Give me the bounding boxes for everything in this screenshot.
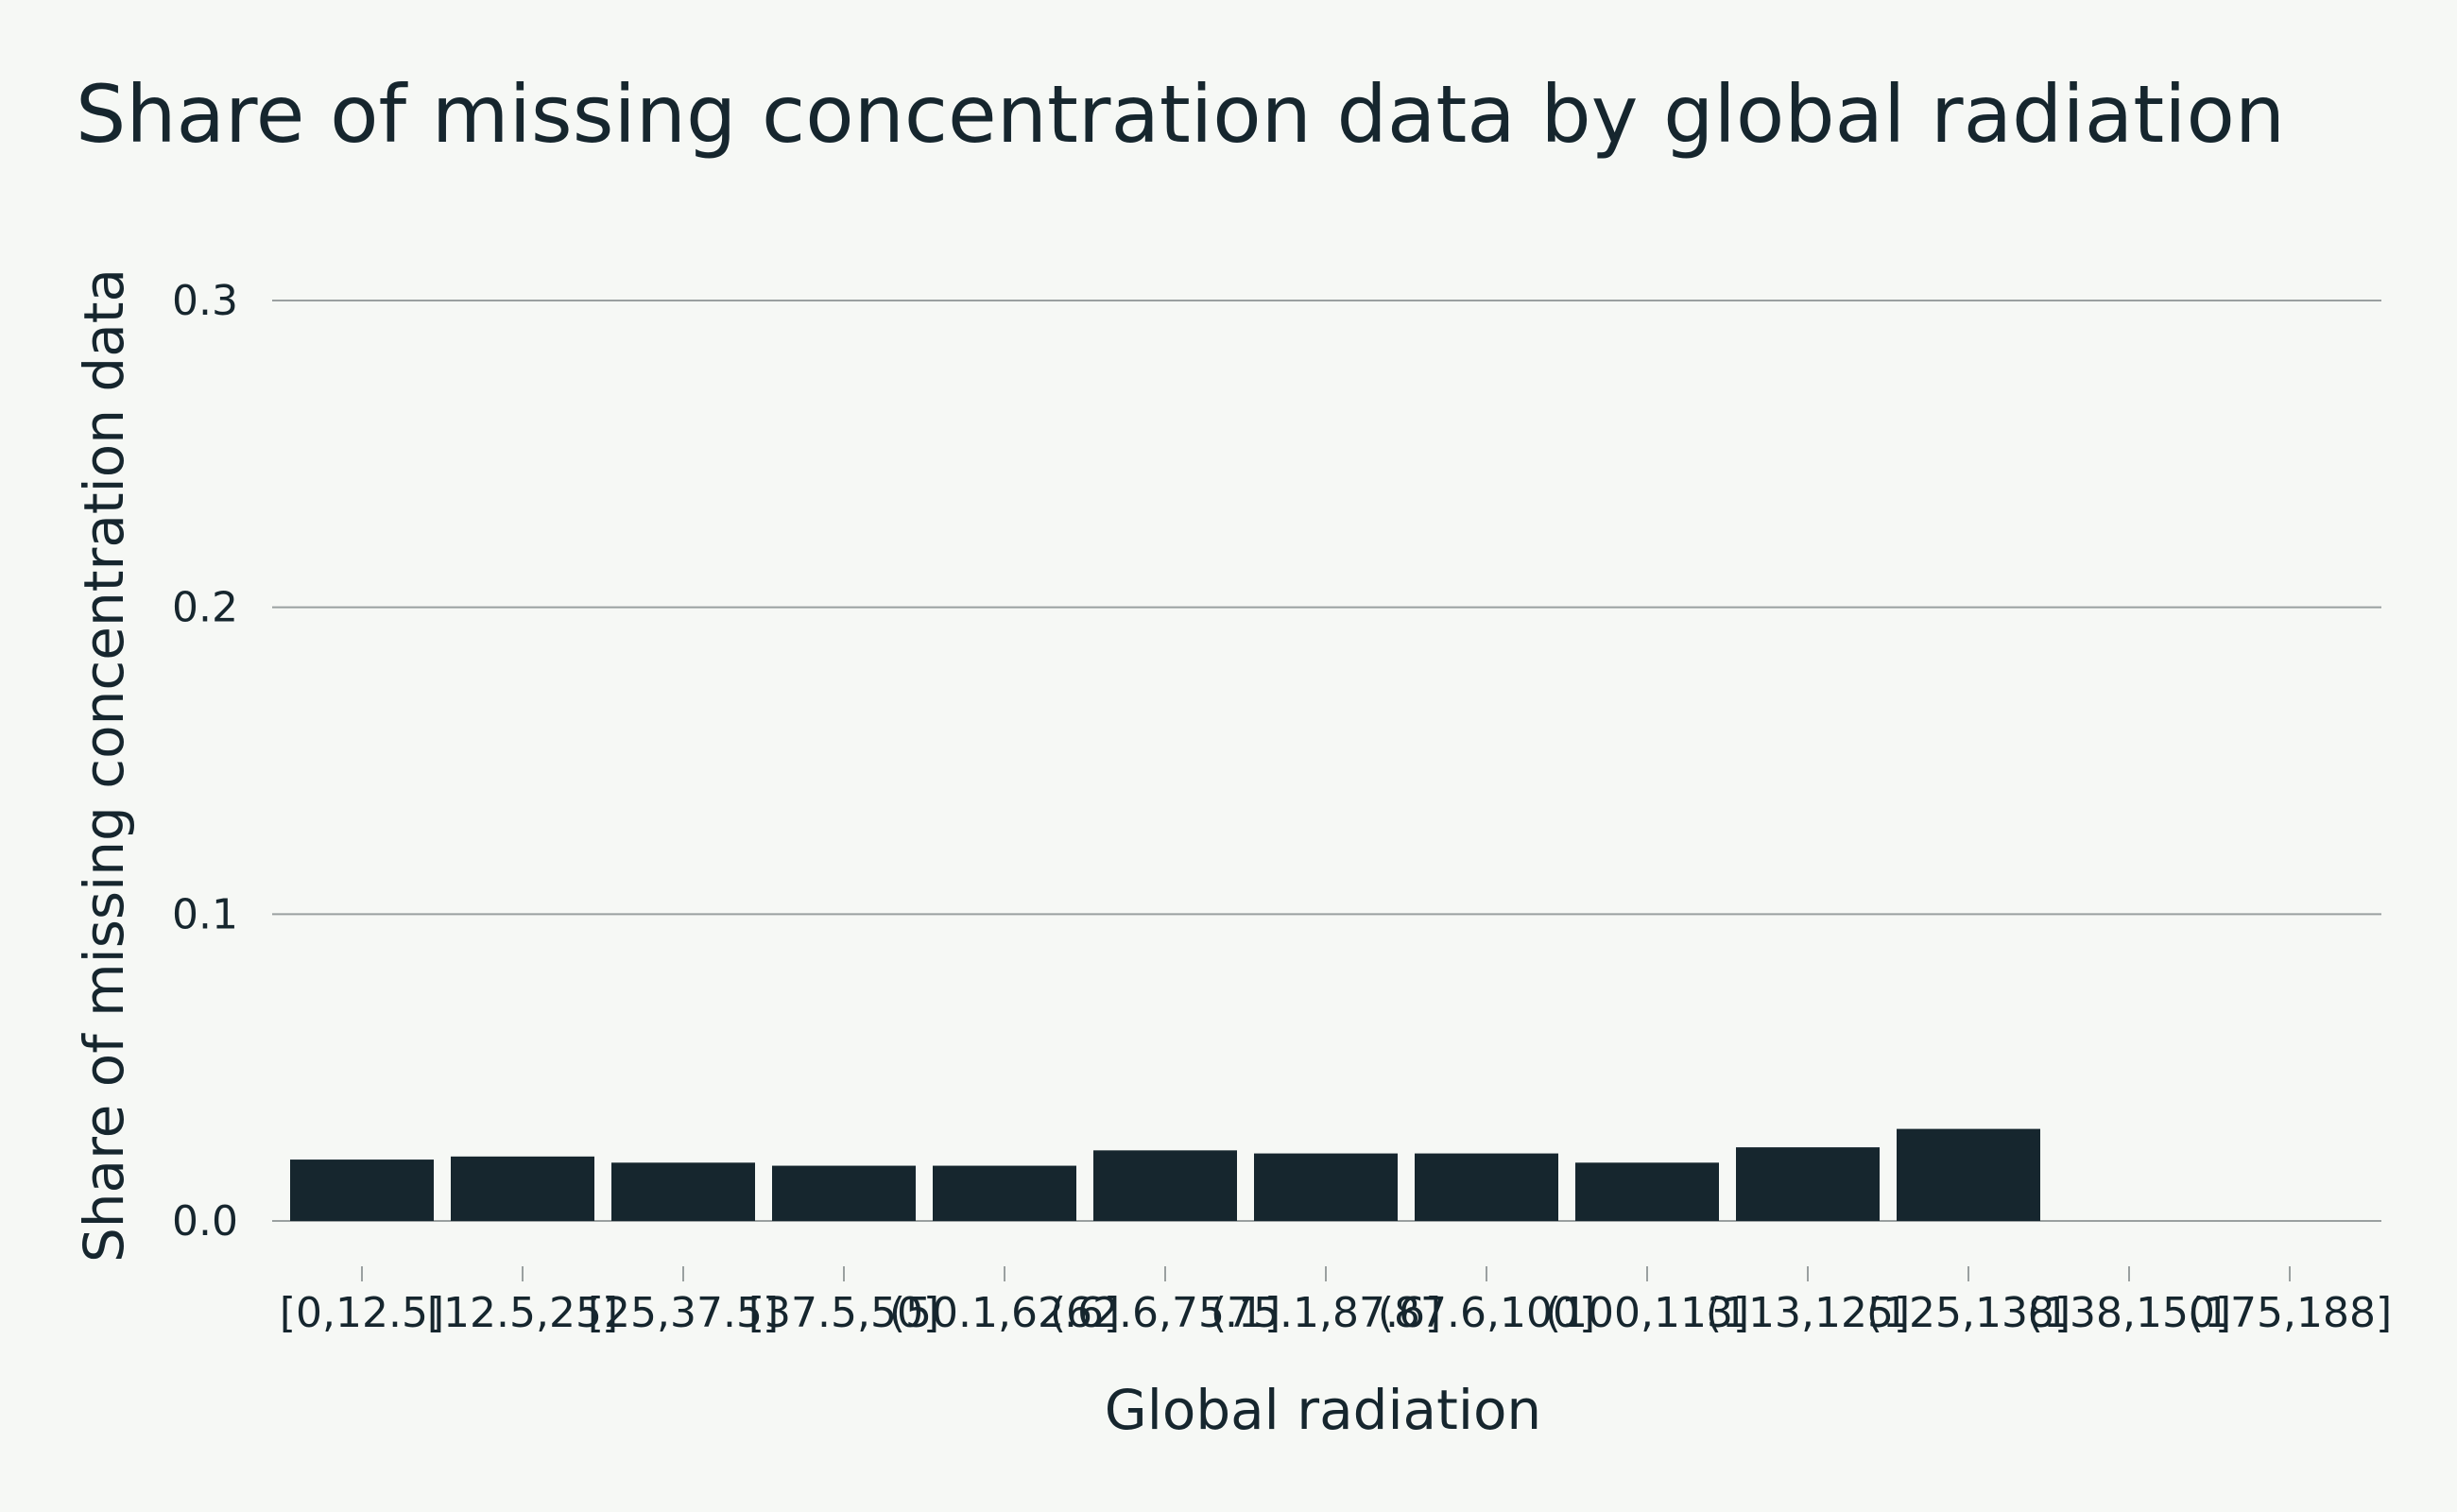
bar [1254,1153,1398,1221]
x-tick-label: (87.6,100] [1378,1289,1595,1337]
x-tick-label: (75.1,87.6] [1211,1289,1441,1337]
grid-lines [272,300,2381,1222]
x-tick-label: (125,138] [1866,1289,2070,1337]
bar [1093,1150,1237,1221]
x-tick-label: (113,125] [1706,1289,1910,1337]
x-axis-ticks: [0,12.5][12.5,25][25,37.5][37.5,50](50.1… [280,1266,2392,1337]
y-axis-title: Share of missing concentration data [72,268,136,1263]
chart-title: Share of missing concentration data by g… [76,68,2285,161]
x-tick-label: (50.1,62.6] [889,1289,1120,1337]
y-tick-label: 0.2 [172,584,238,632]
x-tick-label: [25,37.5] [588,1289,779,1337]
bars [290,1128,2040,1221]
y-tick-label: 0.1 [172,890,238,938]
bar [1575,1162,1719,1221]
y-tick-label: 0.3 [172,277,238,325]
bar [772,1165,916,1221]
bar [933,1165,1076,1221]
bar [1415,1153,1558,1221]
x-tick-label: [12.5,25] [427,1289,618,1337]
bar [290,1160,434,1221]
x-tick-label: [37.5,50] [748,1289,939,1337]
y-tick-label: 0.0 [172,1197,238,1246]
bar [1897,1128,2040,1221]
x-tick-label: [0,12.5] [280,1289,444,1337]
bar [1736,1147,1880,1221]
bar [611,1162,755,1221]
y-axis-ticks: 0.0 0.1 0.2 0.3 [172,277,238,1246]
x-tick-label: (175,188] [2188,1289,2392,1337]
x-tick-label: (100,113] [1545,1289,1749,1337]
x-tick-label: (62.6,75.1] [1050,1289,1280,1337]
bar [451,1156,594,1221]
x-tick-label: (138,150] [2027,1289,2231,1337]
x-axis-title: Global radiation [1105,1378,1541,1442]
